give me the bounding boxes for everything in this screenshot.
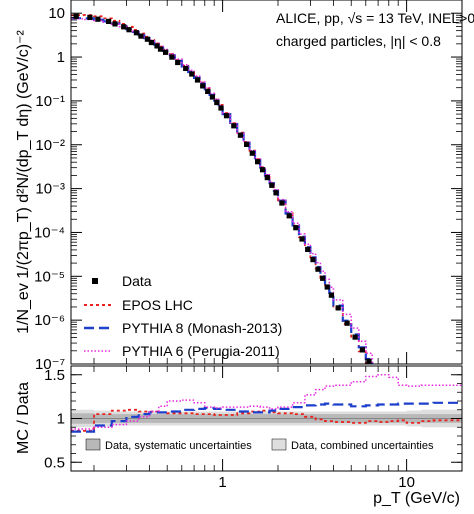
- x-axis-label: p_T (GeV/c): [373, 490, 460, 507]
- ratio-y-tick-label: 1.5: [44, 367, 65, 384]
- data-point: [112, 21, 118, 27]
- ratio-epos-lhc-line: [71, 408, 462, 432]
- data-point: [237, 132, 243, 138]
- data-point: [279, 200, 285, 206]
- data-point: [231, 123, 237, 129]
- ratio-pythia-6-perugia-2011-line: [71, 374, 462, 430]
- data-point: [244, 141, 250, 147]
- legend-data-marker: [92, 278, 98, 284]
- data-point: [106, 18, 112, 24]
- x-tick-label: 1: [218, 474, 226, 491]
- legend-comb-swatch: [271, 438, 287, 451]
- data-point: [200, 83, 206, 89]
- data-point: [328, 292, 334, 298]
- data-point: [320, 275, 326, 281]
- data-point: [223, 113, 230, 119]
- data-point: [305, 246, 311, 252]
- annotation-line1: ALICE, pp, √s = 13 TeV, INEL>0: [276, 10, 474, 26]
- ratio-y-axis-label: MC / Data: [15, 382, 32, 454]
- data-point: [205, 88, 211, 94]
- data-point: [273, 190, 279, 196]
- y-tick-label: 10⁻⁶: [34, 312, 65, 329]
- legend-pythia6-label: PYTHIA 6 (Perugia-2011): [122, 343, 280, 359]
- data-point: [157, 46, 164, 52]
- legend-syst-swatch: [85, 438, 101, 451]
- data-point: [214, 99, 220, 106]
- data-point: [352, 334, 358, 340]
- y-tick-label: 10⁻⁷: [35, 356, 65, 373]
- data-point: [209, 94, 215, 100]
- ratio-y-tick-label: 1: [57, 411, 65, 428]
- legend-syst-label: Data, systematic uncertainties: [105, 440, 252, 452]
- data-point: [144, 36, 150, 42]
- data-point: [73, 13, 79, 19]
- data-point: [194, 77, 201, 83]
- data-point: [154, 43, 160, 49]
- spectrum-plot-frame: [70, 0, 463, 365]
- legend-pythia8-label: PYTHIA 8 (Monash-2013): [122, 320, 282, 336]
- data-point: [169, 54, 175, 60]
- data-point: [189, 71, 195, 77]
- data-point: [359, 347, 365, 353]
- data-point: [255, 159, 261, 165]
- data-point: [138, 33, 144, 39]
- x-tick-label: 10: [398, 474, 415, 491]
- data-point: [293, 225, 299, 231]
- data-point: [133, 30, 139, 36]
- ratio-y-tick-label: 0.5: [44, 454, 65, 471]
- data-point: [126, 27, 132, 33]
- y-tick-label: 10⁻³: [35, 181, 65, 198]
- y-tick-label: 10⁻⁴: [34, 225, 65, 242]
- spectrum-y-axis-label: 1/N_ev 1/(2πp_T) d²N/(dp_T dη) (GeV/c)⁻²: [15, 29, 32, 333]
- legend-epos-label: EPOS LHC: [122, 297, 193, 313]
- legend-comb-label: Data, combined uncertainties: [291, 440, 434, 452]
- data-point: [148, 39, 154, 46]
- data-point: [218, 105, 224, 111]
- data-point: [310, 257, 316, 263]
- y-tick-label: 10⁻⁵: [34, 268, 65, 285]
- y-tick-label: 10: [48, 5, 65, 22]
- data-point: [324, 284, 330, 290]
- data-point: [344, 320, 350, 326]
- ratio-pythia-8-monash-2013-line: [71, 401, 462, 433]
- annotation-line2: charged particles, |η| < 0.8: [276, 33, 441, 49]
- data-point: [95, 16, 101, 22]
- data-point: [264, 175, 270, 181]
- band-legend: Data, systematic uncertainties Data, com…: [85, 438, 434, 452]
- y-tick-label: 10⁻¹: [35, 93, 65, 110]
- data-point: [269, 182, 275, 188]
- data-point: [249, 150, 255, 156]
- legend-data-label: Data: [122, 273, 152, 289]
- data-point: [183, 65, 189, 71]
- y-tick-label: 1: [57, 49, 65, 66]
- data-point: [366, 358, 372, 364]
- legend: Data EPOS LHC PYTHIA 8 (Monash-2013) PYT…: [84, 273, 282, 359]
- ratio-panel: 0.5 1 1.5 1 10 Data, systematic uncertaintie…: [15, 365, 463, 507]
- data-point: [299, 236, 305, 242]
- y-tick-label: 10⁻²: [35, 137, 65, 154]
- data-point: [87, 14, 93, 20]
- data-point: [121, 24, 127, 30]
- data-point: [163, 49, 169, 55]
- data-point: [175, 59, 181, 66]
- data-point: [315, 266, 321, 272]
- data-point: [335, 305, 341, 311]
- spectrum-panel: 10 1 10⁻¹ 10⁻² 10⁻³ 10⁻⁴ 10⁻⁵ 10⁻⁶ 10⁻⁷ ALICE, p…: [15, 0, 474, 373]
- data-point: [286, 213, 292, 219]
- data-point: [260, 167, 266, 173]
